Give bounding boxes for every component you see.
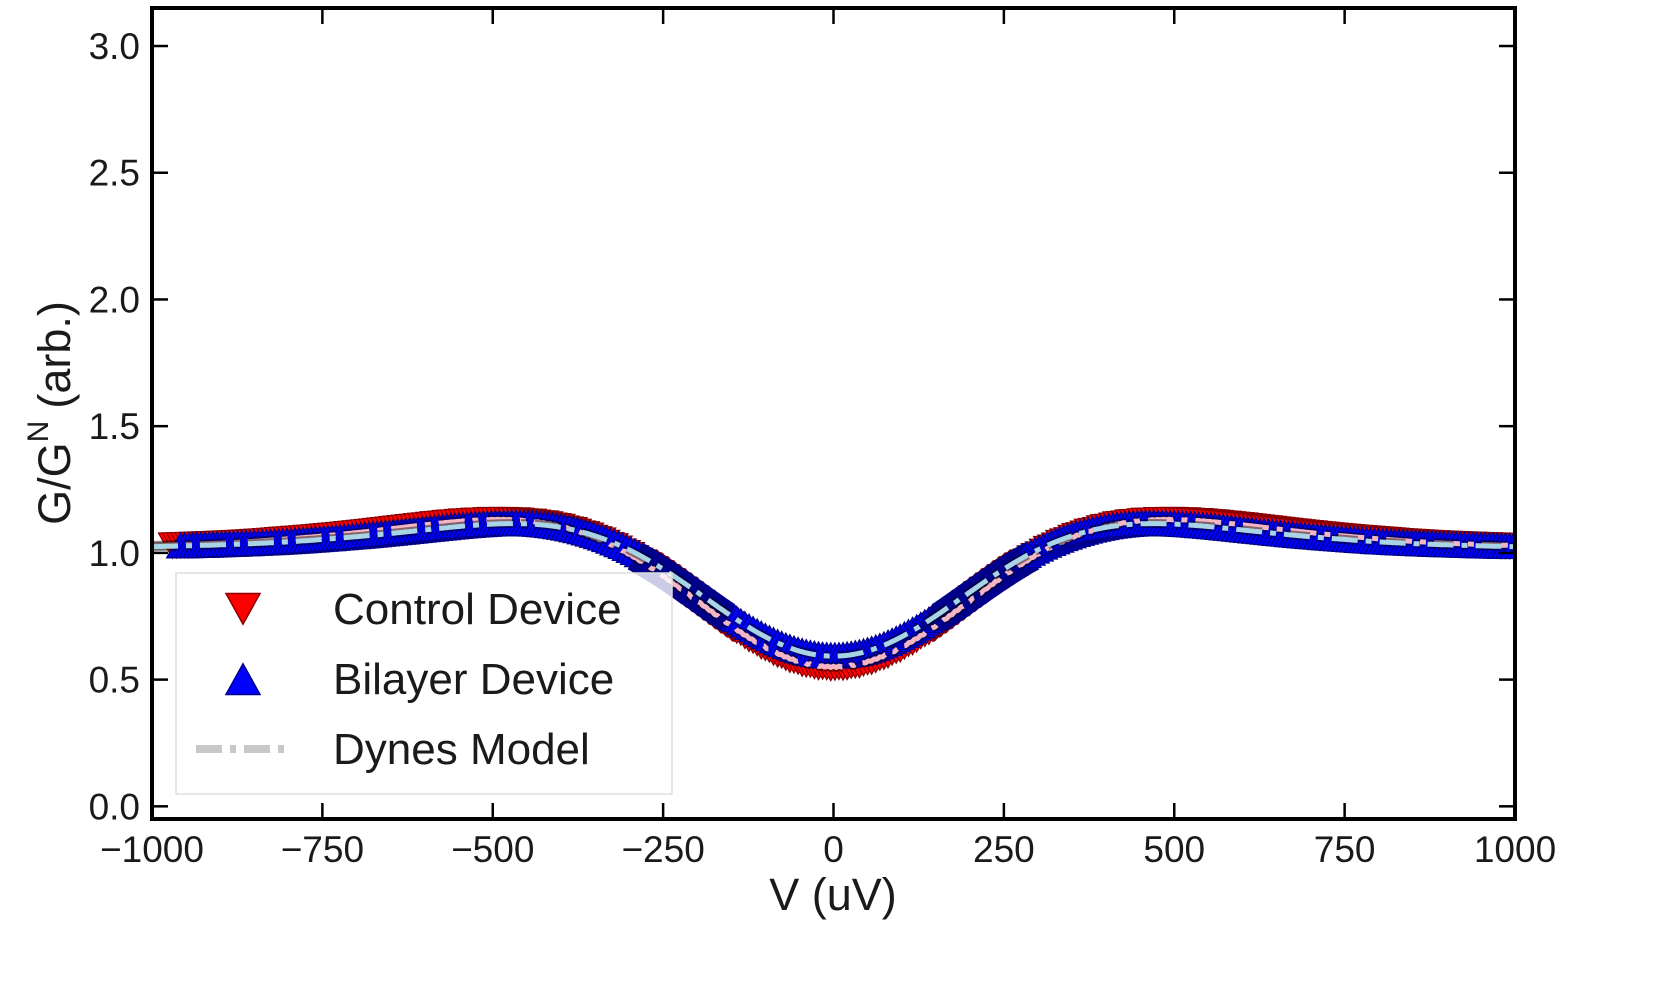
x-tick-label: −1000 — [100, 829, 204, 870]
y-tick-label: 2.5 — [89, 153, 140, 194]
x-tick-label: 750 — [1314, 829, 1376, 870]
legend-marker-bilayer — [224, 662, 262, 696]
x-tick-label: 500 — [1143, 829, 1205, 870]
y-axis-label-main: G/G — [29, 442, 80, 525]
legend-label-dynes: Dynes Model — [333, 725, 590, 774]
dynes-fit-line-0 — [152, 516, 1515, 671]
legend-box — [175, 572, 673, 795]
y-axis-label-superscript: N — [22, 421, 55, 443]
x-tick-label: 0 — [823, 829, 844, 870]
x-tick-label: −250 — [621, 829, 704, 870]
legend-label-control: Control Device — [333, 585, 622, 634]
y-tick-label: 2.0 — [89, 279, 140, 320]
y-tick-label: 0.5 — [89, 660, 140, 701]
legend-label-bilayer: Bilayer Device — [333, 655, 614, 704]
x-tick-label: 250 — [973, 829, 1035, 870]
dynes-fit-line-1 — [152, 521, 1515, 659]
y-tick-label: 0.0 — [89, 786, 140, 827]
y-tick-label: 3.0 — [89, 26, 140, 67]
x-tick-label: 1000 — [1474, 829, 1556, 870]
dynes-model-fits — [152, 514, 1515, 673]
y-axis-label: G/GN (arb.) — [22, 301, 80, 525]
x-tick-label: −500 — [451, 829, 534, 870]
y-tick-label: 1.5 — [89, 406, 140, 447]
y-tick-label: 1.0 — [89, 533, 140, 574]
axes: −1000 −750 −500 −250 0 250 500 750 1000 0.0 0.5 1.0… — [89, 6, 1556, 870]
plot-area — [152, 506, 1515, 682]
x-axis-label: V (uV) — [769, 869, 897, 920]
x-tick-label: −750 — [281, 829, 364, 870]
legend-marker-control — [224, 592, 262, 626]
legend: Control Device Bilayer Device Dynes Mode… — [175, 572, 673, 795]
y-axis-label-suffix: (arb.) — [29, 301, 80, 409]
